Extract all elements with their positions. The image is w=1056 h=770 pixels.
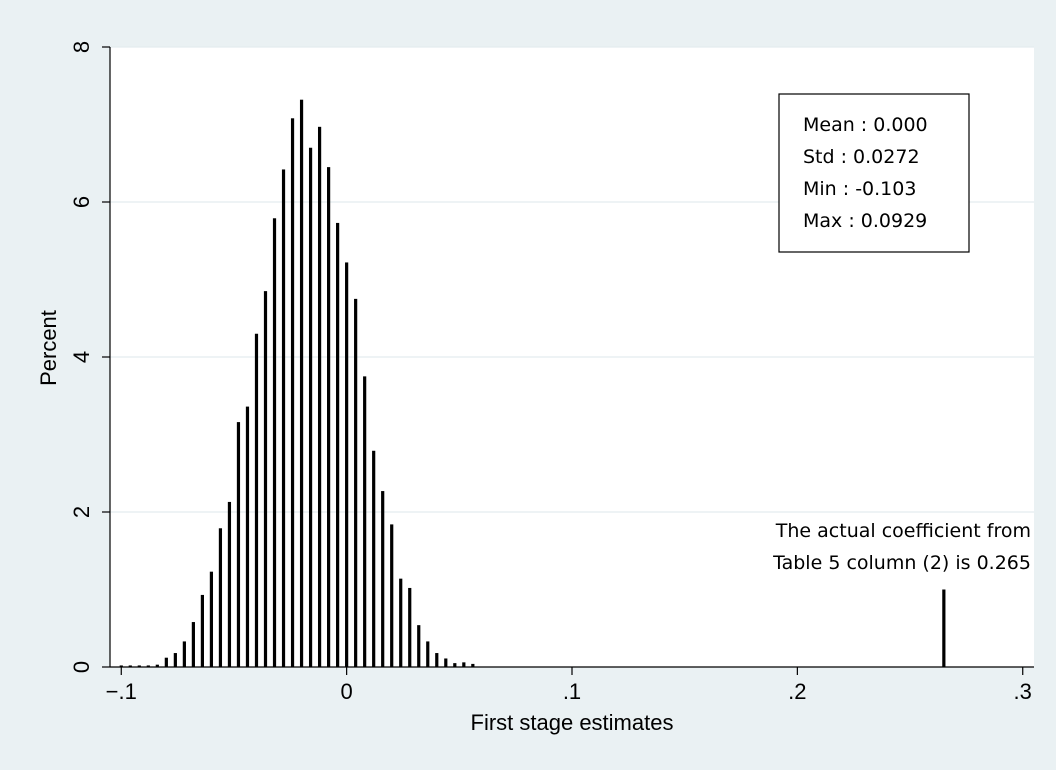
annotation-line-1: The actual coefficient from bbox=[775, 520, 1031, 542]
histogram-bar bbox=[164, 657, 168, 667]
x-tick-label: 0 bbox=[341, 679, 353, 704]
histogram-bar bbox=[245, 406, 250, 667]
histogram-bar bbox=[345, 262, 349, 667]
histogram-bar bbox=[390, 524, 394, 667]
histogram-bar bbox=[399, 578, 403, 667]
histogram-bar bbox=[272, 218, 277, 667]
y-tick-label: 8 bbox=[69, 41, 94, 53]
y-axis-title: Percent bbox=[36, 310, 61, 386]
x-tick-label: .3 bbox=[1014, 679, 1032, 704]
histogram-bar bbox=[317, 126, 322, 667]
histogram-bar bbox=[299, 99, 304, 667]
histogram-bar bbox=[372, 450, 376, 667]
x-axis-title: First stage estimates bbox=[471, 710, 674, 735]
histogram-bar bbox=[191, 622, 195, 667]
histogram-bar bbox=[137, 665, 141, 667]
histogram-bar bbox=[471, 663, 475, 667]
stats-mean: Mean : 0.000 bbox=[803, 114, 928, 136]
histogram-bar bbox=[227, 501, 232, 667]
histogram-bar bbox=[435, 653, 439, 667]
histogram-bar bbox=[327, 167, 331, 667]
stats-box-frame bbox=[778, 93, 970, 253]
stats-max: Max : 0.0929 bbox=[803, 210, 927, 232]
histogram-bar bbox=[182, 641, 186, 667]
histogram-bar bbox=[381, 491, 385, 667]
histogram-bar bbox=[209, 571, 214, 667]
stats-min: Min : -0.103 bbox=[803, 178, 916, 200]
histogram-bar bbox=[290, 118, 295, 668]
histogram-bar bbox=[363, 376, 367, 667]
x-tick-label: .1 bbox=[563, 679, 581, 704]
histogram-bar bbox=[155, 664, 159, 667]
histogram-bar bbox=[942, 589, 946, 667]
histogram-bar bbox=[200, 594, 204, 667]
histogram-bar bbox=[281, 169, 286, 667]
histogram-bar bbox=[444, 658, 448, 667]
histogram-bar bbox=[336, 222, 340, 668]
histogram-bar bbox=[263, 291, 268, 667]
bars bbox=[119, 99, 946, 668]
histogram-bar bbox=[119, 665, 123, 667]
histogram-bar bbox=[426, 641, 430, 667]
y-tick-label: 0 bbox=[69, 661, 94, 673]
histogram-bar bbox=[354, 298, 358, 667]
histogram-bar bbox=[417, 625, 421, 667]
y-tick-label: 4 bbox=[69, 351, 94, 363]
axes: 0 2 4 6 8 −.1 0 .1 .2 .3 bbox=[69, 41, 1034, 704]
stats-box: Mean : 0.000 Std : 0.0272 Min : -0.103 M… bbox=[778, 93, 970, 253]
x-tick-label: −.1 bbox=[106, 679, 137, 704]
y-tick-label: 6 bbox=[69, 196, 94, 208]
histogram-bar bbox=[146, 665, 150, 667]
histogram-bar bbox=[236, 422, 241, 667]
x-tick-label: .2 bbox=[788, 679, 806, 704]
histogram-bar bbox=[462, 662, 466, 667]
histogram-bar bbox=[173, 653, 177, 667]
annotation-line-2: Table 5 column (2) is 0.265 bbox=[772, 552, 1031, 574]
histogram-bar bbox=[308, 147, 313, 667]
histogram-bar bbox=[254, 333, 259, 667]
histogram-bar bbox=[128, 665, 132, 667]
histogram-bar bbox=[408, 587, 412, 667]
histogram-bar bbox=[218, 528, 223, 667]
histogram-bar bbox=[453, 663, 457, 667]
y-tick-label: 2 bbox=[69, 506, 94, 518]
stats-std: Std : 0.0272 bbox=[803, 146, 920, 168]
